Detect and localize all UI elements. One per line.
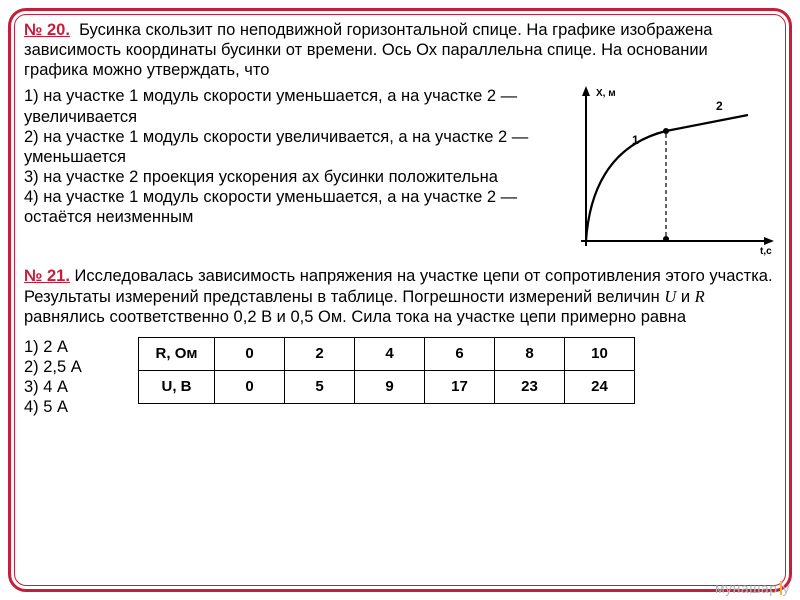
- cell-u-3: 17: [425, 371, 495, 404]
- q20-body: 1) на участке 1 модуль скорости уменьшае…: [24, 86, 776, 256]
- q20-answer-2: 2) на участке 1 модуль скорости увеличив…: [24, 127, 548, 167]
- q21-prompt-part2: равнялись соответственно 0,2 В и 0,5 Ом.…: [24, 308, 686, 326]
- q20-answer-3: 3) на участке 2 проекция ускорения ах бу…: [24, 167, 548, 187]
- q21-answer-2: 2) 2,5 А: [24, 357, 114, 377]
- q20-prompt: № 20. Бусинка скользит по неподвижной го…: [24, 20, 776, 80]
- page-content: № 20. Бусинка скользит по неподвижной го…: [24, 20, 776, 580]
- cell-r-header: R, Ом: [139, 337, 215, 370]
- table-row: R, Ом 0 2 4 6 8 10: [139, 337, 635, 370]
- q20-answers: 1) на участке 1 модуль скорости уменьшае…: [24, 86, 548, 256]
- q20-answer-1: 1) на участке 1 модуль скорости уменьшае…: [24, 86, 548, 126]
- q21-table: R, Ом 0 2 4 6 8 10 U, В 0 5 9 17 23 24: [138, 337, 635, 405]
- segment-label-1: 1: [632, 133, 639, 147]
- q21-var-u: U: [664, 287, 676, 306]
- cell-u-2: 9: [355, 371, 425, 404]
- xt-graph-svg: X, м t,с 1 2: [556, 86, 776, 256]
- cell-r-3: 6: [425, 337, 495, 370]
- q20-chart: X, м t,с 1 2: [556, 86, 776, 256]
- cell-u-header: U, В: [139, 371, 215, 404]
- q21-answers: 1) 2 А 2) 2,5 А 3) 4 А 4) 5 А: [24, 337, 114, 418]
- segment-label-2: 2: [716, 99, 723, 113]
- cell-r-4: 8: [495, 337, 565, 370]
- cell-u-4: 23: [495, 371, 565, 404]
- y-axis-label: X, м: [596, 88, 616, 99]
- cell-u-5: 24: [565, 371, 635, 404]
- q21-prompt-part0: Исследовалась зависимость напряжения на …: [24, 267, 773, 305]
- cell-u-0: 0: [215, 371, 285, 404]
- cell-r-1: 2: [285, 337, 355, 370]
- cell-r-5: 10: [565, 337, 635, 370]
- q20-prompt-text: Бусинка скользит по неподвижной горизонт…: [24, 21, 712, 79]
- watermark-bar-icon: [780, 581, 782, 595]
- cell-r-2: 4: [355, 337, 425, 370]
- q21-prompt: № 21. Исследовалась зависимость напряжен…: [24, 266, 776, 326]
- q21-prompt-part1: и: [676, 288, 694, 306]
- x-axis-label: t,с: [760, 246, 772, 256]
- watermark-text: мyнaшap: [715, 580, 777, 596]
- q20-number: № 20.: [24, 21, 70, 39]
- q21-answer-1: 1) 2 А: [24, 337, 114, 357]
- q21-answer-3: 3) 4 А: [24, 377, 114, 397]
- q20-answer-4: 4) на участке 1 модуль скорости уменьшае…: [24, 187, 548, 227]
- q21-var-r: R: [695, 287, 705, 306]
- cell-u-1: 5: [285, 371, 355, 404]
- watermark: мyнaшapy: [715, 580, 790, 596]
- table-row: U, В 0 5 9 17 23 24: [139, 371, 635, 404]
- cell-r-0: 0: [215, 337, 285, 370]
- q21-answer-4: 4) 5 А: [24, 397, 114, 417]
- q21-number: № 21.: [24, 267, 70, 285]
- q21-row: 1) 2 А 2) 2,5 А 3) 4 А 4) 5 А R, Ом 0 2 …: [24, 337, 776, 418]
